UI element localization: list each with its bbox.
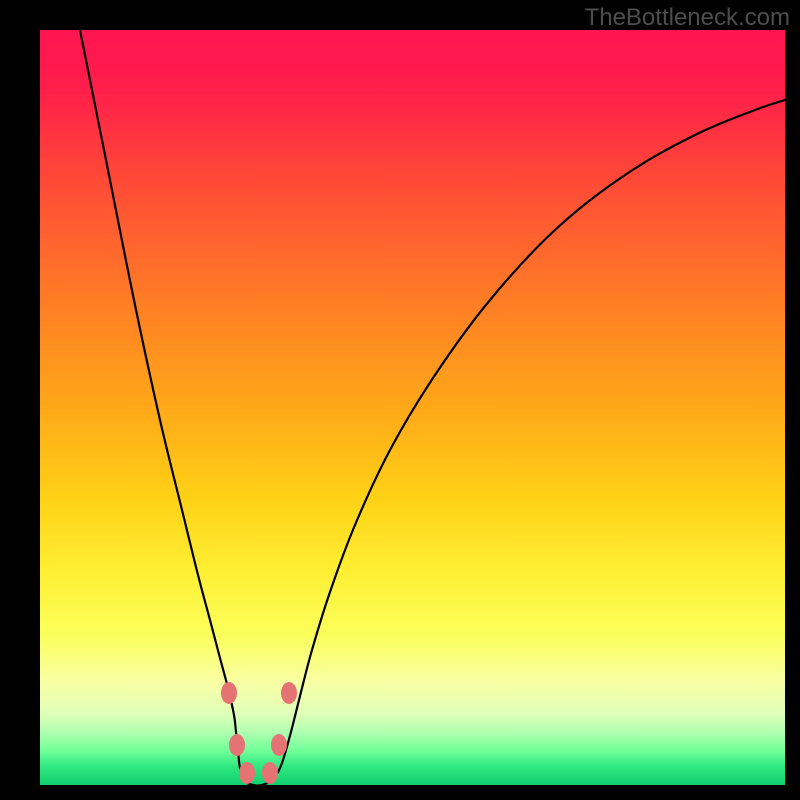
data-marker: [221, 682, 237, 704]
data-marker: [229, 734, 245, 756]
watermark-text: TheBottleneck.com: [585, 4, 790, 32]
bottleneck-curve: [80, 30, 785, 786]
data-marker: [262, 762, 278, 784]
chart-svg: [0, 0, 800, 800]
data-marker: [271, 734, 287, 756]
chart-container: TheBottleneck.com: [0, 0, 800, 800]
data-marker: [281, 682, 297, 704]
data-marker: [239, 762, 255, 784]
